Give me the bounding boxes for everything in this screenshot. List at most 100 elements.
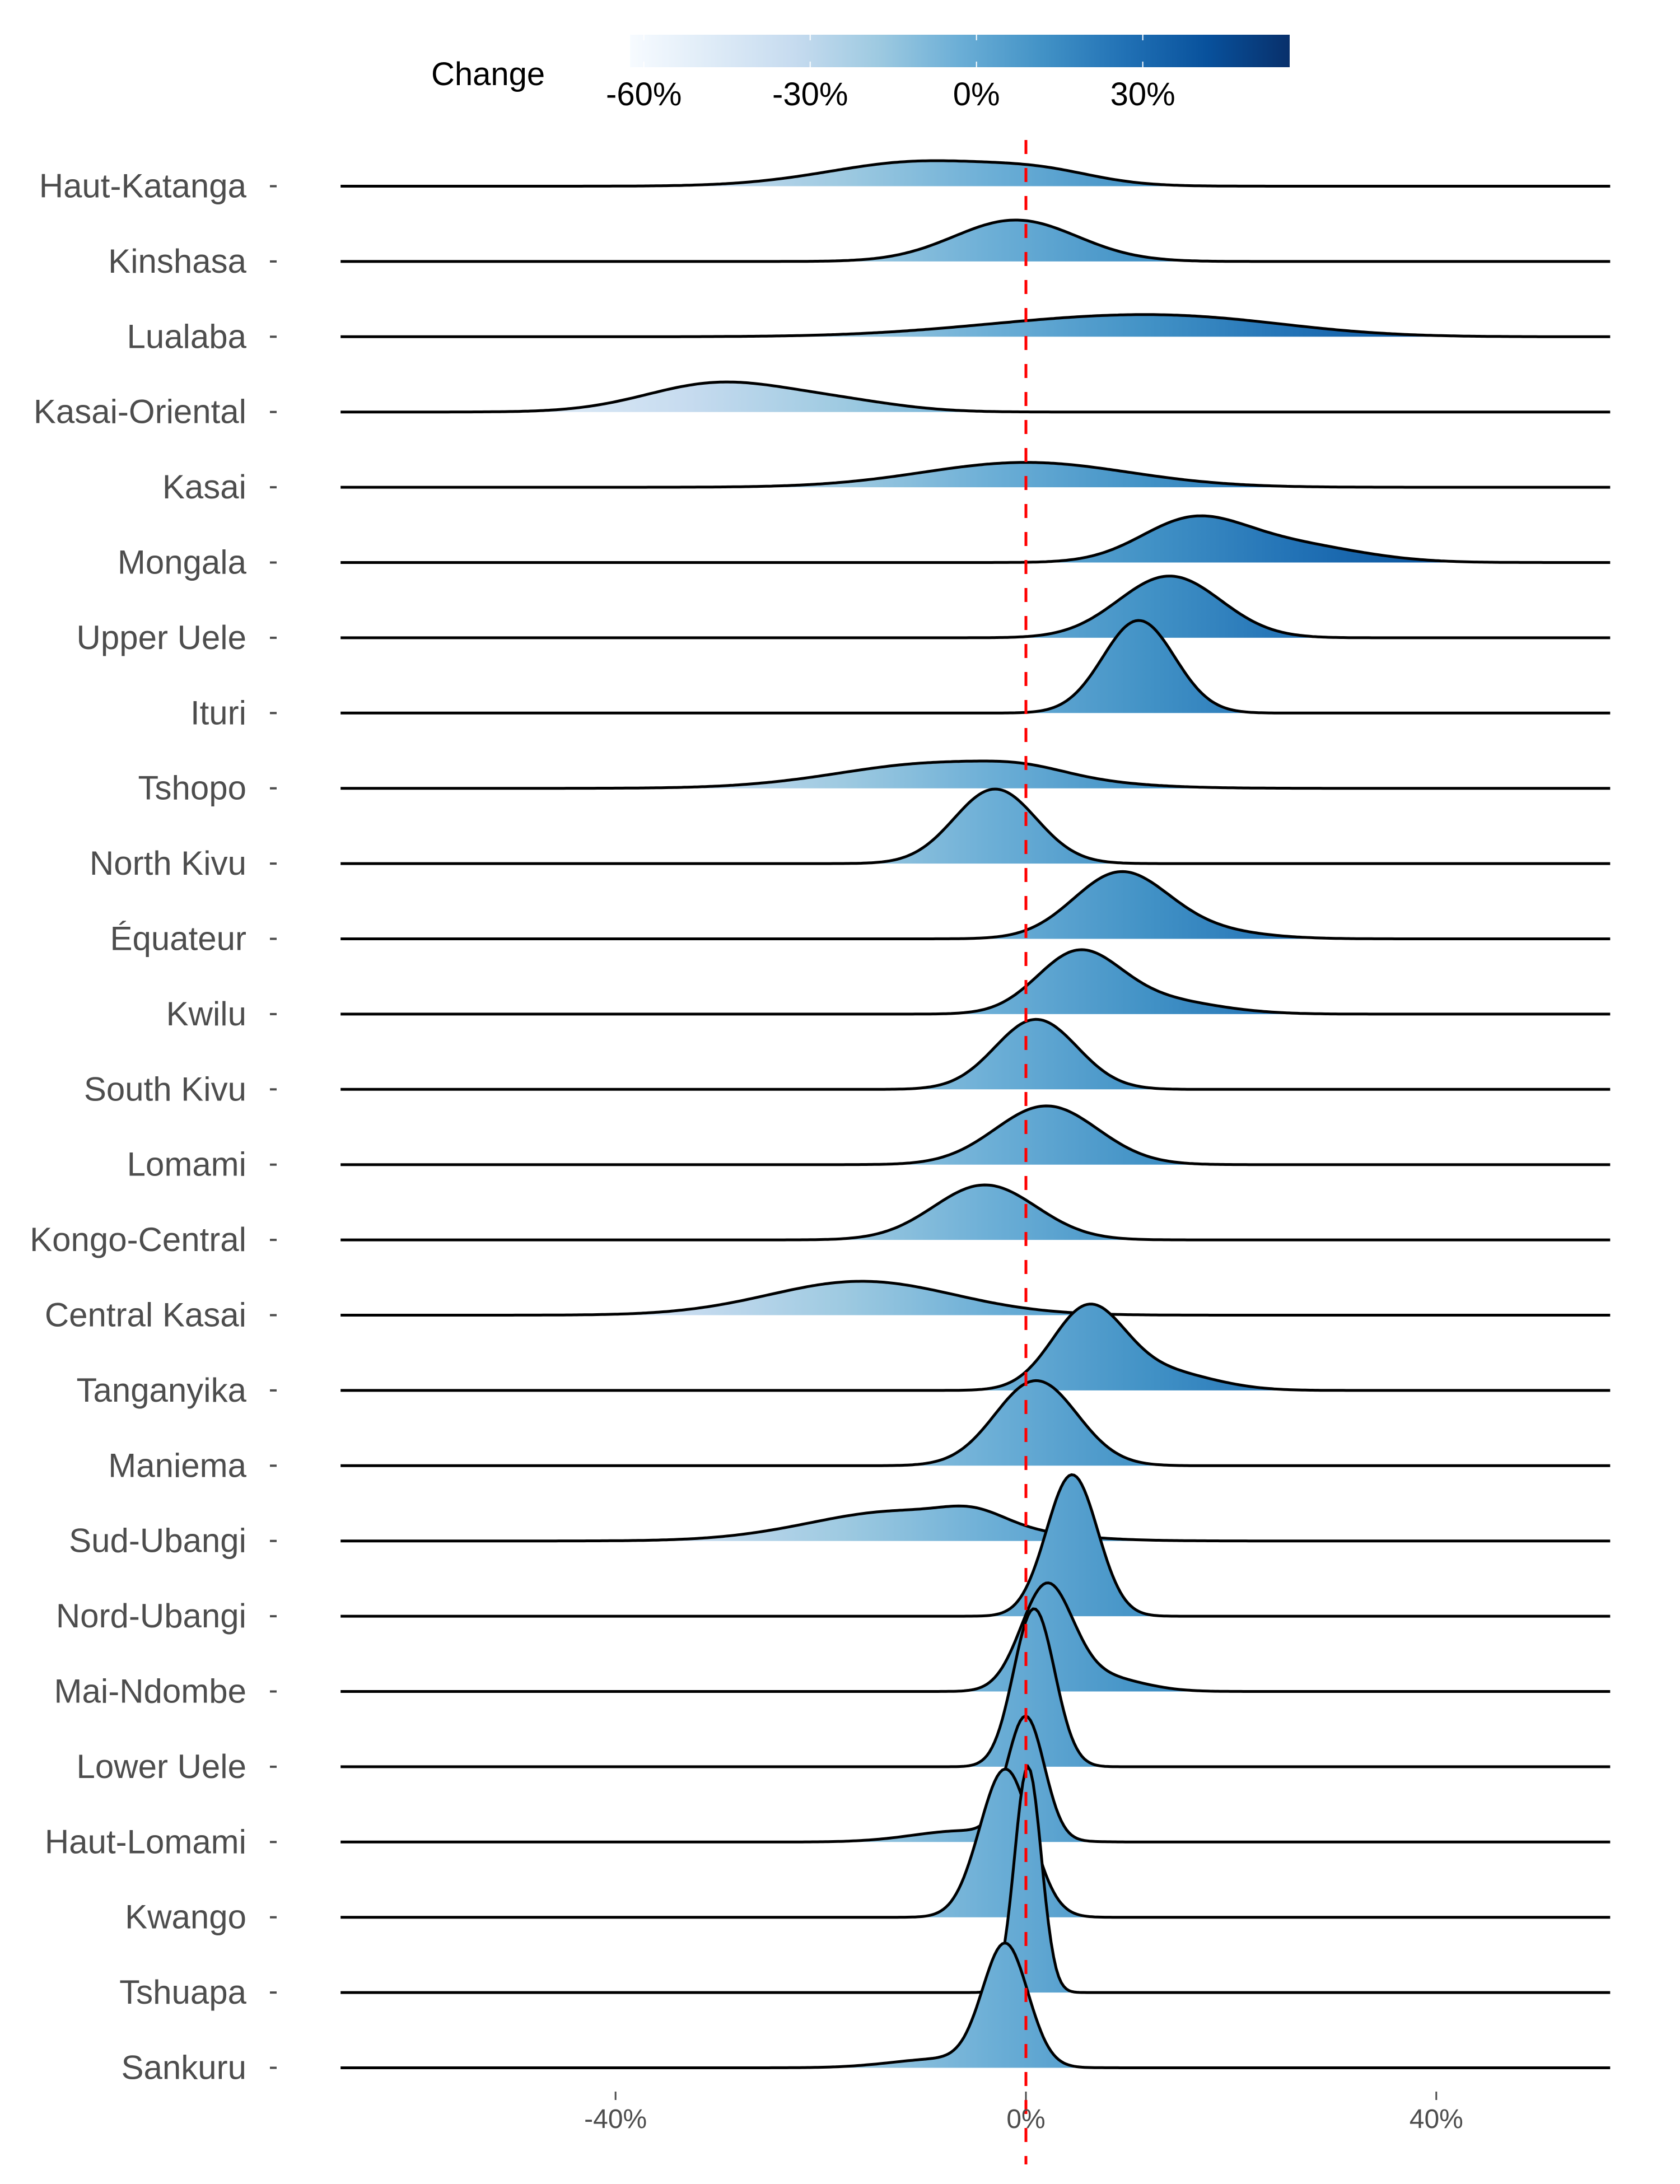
- ridge-sud-ubangi: [340, 1504, 1611, 1543]
- ridge-fill: [340, 1583, 1611, 1692]
- ridge-outline: [340, 514, 1611, 564]
- legend-tick-label: 0%: [953, 76, 1000, 113]
- y-tick-label: Tshuapa: [119, 1973, 246, 2011]
- y-tick-label: Tshopo: [138, 769, 246, 807]
- ridge-fill: [340, 1716, 1611, 1842]
- y-tick-label: Sankuru: [122, 2049, 246, 2087]
- x-tick-label: -40%: [584, 2104, 647, 2134]
- ridges: [340, 159, 1611, 2069]
- y-tick-label: Nord-Ubangi: [56, 1597, 246, 1635]
- ridge-outline: [340, 1379, 1611, 1467]
- ridge-fill: [340, 576, 1611, 638]
- ridge-outline: [340, 1714, 1611, 1844]
- ridge-fill: [340, 761, 1611, 788]
- ridge-kasai-oriental: [340, 380, 1611, 414]
- y-tick-label: Lualaba: [127, 318, 246, 355]
- ridge-fill: [340, 1474, 1611, 1617]
- ridge-outline: [340, 870, 1611, 940]
- ridge-fill: [340, 1506, 1611, 1541]
- ridge-outline: [340, 1473, 1611, 1618]
- y-tick-label: Kasai-Oriental: [34, 393, 246, 431]
- ridge-kinshasa: [340, 218, 1611, 263]
- ridge-outline: [340, 948, 1611, 1016]
- ridge-outline: [340, 1941, 1611, 2069]
- ridge-fill: [340, 1105, 1611, 1165]
- ridge-outline: [340, 787, 1611, 865]
- y-tick-label: Mai-Ndombe: [54, 1673, 246, 1710]
- ridge-outline: [340, 380, 1611, 414]
- y-tick-label: North Kivu: [90, 844, 246, 882]
- ridge-outline: [340, 1303, 1611, 1392]
- ridge-outline: [340, 1280, 1611, 1317]
- y-tick-label: Équateur: [110, 920, 246, 958]
- legend: Change -60% -30% 0% 30%: [431, 35, 1290, 113]
- ridge-fill: [340, 620, 1611, 713]
- ridge-outline: [340, 1104, 1611, 1166]
- ridge-fill: [340, 462, 1611, 488]
- x-axis: -40% 0% 40%: [584, 2092, 1463, 2134]
- y-tick-label: Kwango: [125, 1898, 246, 1936]
- y-tick-label: Kasai: [162, 468, 246, 506]
- ridge-fill: [340, 220, 1611, 262]
- legend-colorbar: [630, 35, 1290, 67]
- y-tick-label: Lower Uele: [77, 1748, 247, 1785]
- legend-tick-label: -30%: [772, 76, 848, 113]
- x-tick-label: 0%: [1006, 2104, 1045, 2134]
- y-tick-label: Haut-Katanga: [39, 167, 247, 205]
- y-tick-label: Maniema: [108, 1446, 246, 1484]
- ridge-north-kivu: [340, 787, 1611, 865]
- y-tick-label: Kwilu: [166, 995, 246, 1033]
- ridge-fill: [340, 516, 1611, 563]
- y-tick-label: Central Kasai: [45, 1296, 246, 1334]
- y-tick-label: Sud-Ubangi: [69, 1522, 246, 1560]
- ridge-kwilu: [340, 948, 1611, 1016]
- x-tick-label: 40%: [1410, 2104, 1463, 2134]
- ridge-south-kivu: [340, 1018, 1611, 1091]
- ridge-fill: [340, 161, 1611, 186]
- legend-title: Change: [431, 56, 545, 92]
- ridge-outline: [340, 1018, 1611, 1091]
- ridge-outline: [340, 159, 1611, 188]
- ridge-outline: [340, 619, 1611, 715]
- y-tick-label: Upper Uele: [77, 619, 247, 656]
- ridge-fill: [340, 789, 1611, 864]
- ridge-fill: [340, 1185, 1611, 1240]
- ridge-outline: [340, 1504, 1611, 1543]
- ridge-outline: [340, 1183, 1611, 1242]
- ridge-fill: [340, 1281, 1611, 1315]
- y-tick-label: Haut-Lomami: [45, 1823, 246, 1860]
- ridge-outline: [340, 575, 1611, 640]
- legend-tick-label: -60%: [606, 76, 682, 113]
- ridge-haut-katanga: [340, 159, 1611, 188]
- ridge-fill: [340, 1943, 1611, 2068]
- ridge-haut-lomami: [340, 1714, 1611, 1844]
- ridge-outline: [340, 1581, 1611, 1693]
- ridge-kongo-central: [340, 1183, 1611, 1242]
- ridge-mai-ndombe: [340, 1581, 1611, 1693]
- y-tick-label: Ituri: [190, 694, 246, 731]
- y-tick-label: Tanganyika: [76, 1371, 246, 1409]
- ridge-central-kasai: [340, 1280, 1611, 1317]
- y-tick-label: Kinshasa: [108, 242, 246, 280]
- ridge-lualaba: [340, 313, 1611, 338]
- ridge-outline: [340, 1764, 1611, 1994]
- y-axis: Haut-Katanga Kinshasa Lualaba Kasai-Orienta…: [30, 167, 277, 2087]
- y-tick-label: Kongo-Central: [30, 1221, 246, 1258]
- ridge-lomami: [340, 1104, 1611, 1166]
- ridge--quateur: [340, 870, 1611, 940]
- y-tick-label: Lomami: [127, 1146, 246, 1183]
- ridge-kwango: [340, 1767, 1611, 1919]
- y-tick-label: South Kivu: [84, 1070, 246, 1108]
- ridge-nord-ubangi: [340, 1473, 1611, 1618]
- ridge-fill: [340, 1380, 1611, 1466]
- ridge-tshuapa: [340, 1764, 1611, 1994]
- ridge-tanganyika: [340, 1303, 1611, 1392]
- ridge-outline: [340, 218, 1611, 263]
- ridge-outline: [340, 313, 1611, 338]
- ridge-lower-uele: [340, 1607, 1611, 1768]
- ridge-tshopo: [340, 759, 1611, 790]
- ridge-sankuru: [340, 1941, 1611, 2069]
- ridge-fill: [340, 1304, 1611, 1390]
- ridge-upper-uele: [340, 575, 1611, 640]
